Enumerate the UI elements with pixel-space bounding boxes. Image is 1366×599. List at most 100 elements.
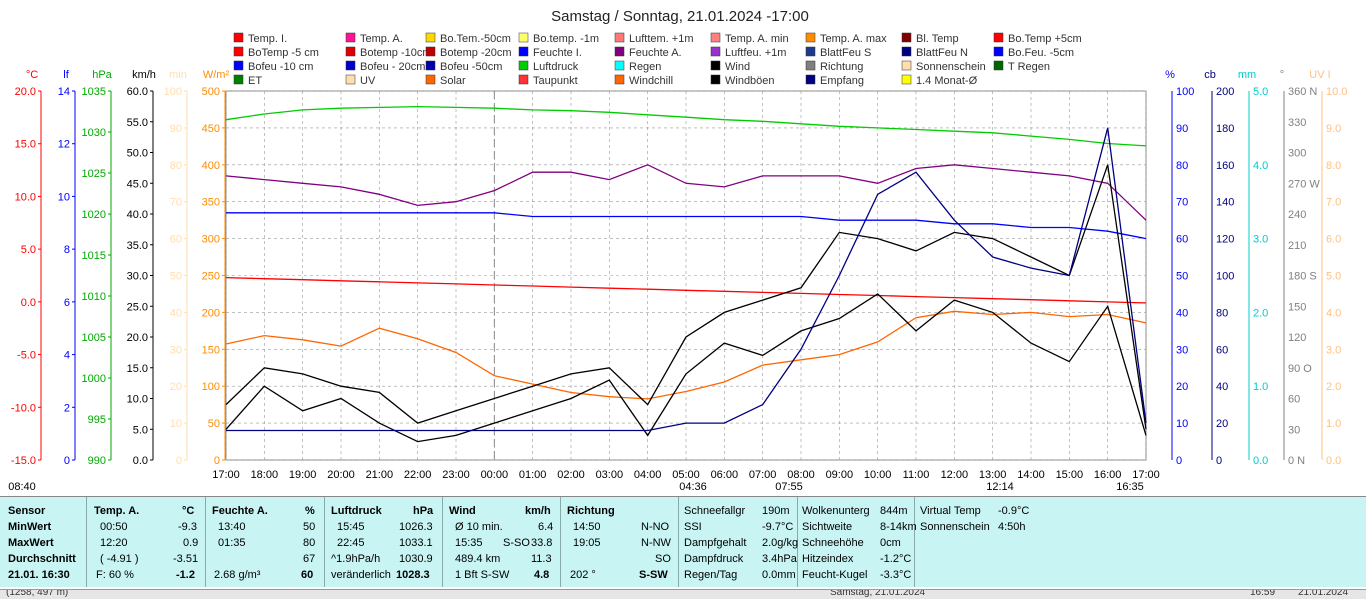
row-label-max: MaxWert xyxy=(8,537,54,549)
x-tick-label: 21:00 xyxy=(366,469,394,481)
x-marker-label: 12:14 xyxy=(986,481,1014,493)
axis-tick-label: 4.0 xyxy=(1326,307,1341,319)
axis-tick-label: 90 xyxy=(170,123,182,135)
legend-swatch xyxy=(518,74,529,85)
press-trend: ^1.9hPa/h xyxy=(331,553,381,565)
legend-swatch xyxy=(614,46,625,57)
axis-tick-label: 0 N xyxy=(1288,455,1305,467)
legend-label: Temp. A. max xyxy=(820,33,887,45)
x-tick-label: 03:00 xyxy=(596,469,624,481)
legend-label: Solar xyxy=(440,75,466,87)
axis-tick-label: 0.0 xyxy=(21,297,36,309)
x-marker-label: 16:35 xyxy=(1116,481,1144,493)
hum-min-time: 13:40 xyxy=(218,521,246,533)
column-divider xyxy=(205,497,206,587)
extra-label: Feucht-Kugel xyxy=(802,569,868,581)
axis-tick-label: 80 xyxy=(1176,160,1188,172)
axis-tick-label: 1005 xyxy=(82,332,106,344)
axis-tick-label: 80 xyxy=(170,160,182,172)
series-line-temp-a- xyxy=(225,310,1147,400)
axis-tick-label: 270 W xyxy=(1288,178,1320,190)
legend-swatch xyxy=(614,32,625,43)
x-tick-label: 13:00 xyxy=(979,469,1007,481)
axis-tick-label: 100 xyxy=(164,86,182,98)
legend-swatch xyxy=(425,74,436,85)
axis-tick-label: 5.0 xyxy=(1326,271,1341,283)
legend-swatch xyxy=(993,32,1004,43)
axis-tick-label: 0.0 xyxy=(133,455,148,467)
status-date: 21.01.2024 xyxy=(1298,589,1349,598)
chart-title: Samstag / Sonntag, 21.01.2024 -17:00 xyxy=(551,8,809,25)
axis-tick-label: 8 xyxy=(64,244,70,256)
wind-avg: 11.3 xyxy=(531,553,552,565)
series-line-windb-en xyxy=(225,164,1147,430)
axis-tick-label: 5.0 xyxy=(1253,86,1268,98)
legend-swatch xyxy=(805,60,816,71)
axis-unit: UV I xyxy=(1309,69,1330,81)
axis-tick-label: 200 xyxy=(202,307,220,319)
legend-swatch xyxy=(518,32,529,43)
chart-legend: Temp. I. Temp. A. Bo.Tem.-50cm Bo.temp. -1m… xyxy=(233,32,1082,87)
dir-r2: N-NW xyxy=(641,537,671,549)
extra-value: 8-14km xyxy=(880,521,917,533)
row-label-min: MinWert xyxy=(8,521,52,533)
axis-tick-label: 25.0 xyxy=(127,301,148,313)
axis-unit: mm xyxy=(1238,69,1256,81)
legend-label: Bofeu -50cm xyxy=(440,61,502,73)
extra-value: 844m xyxy=(880,505,908,517)
temp-now-feel: F: 60 % xyxy=(96,569,134,581)
axis-tick-label: 1.0 xyxy=(1326,418,1341,430)
extra-label: Sichtweite xyxy=(802,521,853,533)
temp-avg-paren: ( -4.91 ) xyxy=(100,553,139,565)
legend-label: Bo.Temp +5cm xyxy=(1008,33,1082,45)
column-divider xyxy=(86,497,87,587)
dir-r1-time: 14:50 xyxy=(573,521,601,533)
axis-unit: W/m² xyxy=(203,69,230,81)
x-tick-label: 02:00 xyxy=(557,469,585,481)
wind-avg10: 6.4 xyxy=(538,521,554,533)
axis-tick-label: 100 xyxy=(202,381,220,393)
row-label-now: 21.01. 16:30 xyxy=(8,569,70,581)
legend-swatch xyxy=(233,46,244,57)
extra-value: 4:50h xyxy=(998,521,1026,533)
extra-label: Hitzeindex xyxy=(802,553,854,565)
axis-tick-label: 250 xyxy=(202,271,220,283)
legend-swatch xyxy=(805,74,816,85)
axis-tick-label: 50 xyxy=(170,271,182,283)
press-max: 1033.1 xyxy=(399,537,433,549)
x-tick-label: 15:00 xyxy=(1056,469,1084,481)
axis-tick-label: 4 xyxy=(64,350,70,362)
legend-swatch xyxy=(345,32,356,43)
x-tick-label: 01:00 xyxy=(519,469,547,481)
legend-label: Temp. A. min xyxy=(725,33,789,45)
axis-tick-label: 80 xyxy=(1216,307,1228,319)
dir-r2-time: 19:05 xyxy=(573,537,601,549)
axis-unit: km/h xyxy=(132,69,156,81)
legend-swatch xyxy=(518,46,529,57)
legend-swatch xyxy=(425,32,436,43)
axis-tick-label: 50 xyxy=(208,418,220,430)
x-tick-label: 05:00 xyxy=(672,469,700,481)
axis-tick-label: 350 xyxy=(202,197,220,209)
legend-label: Richtung xyxy=(820,61,863,73)
axis-tick-label: 3.0 xyxy=(1326,344,1341,356)
axis-tick-label: 50.0 xyxy=(127,148,148,160)
dir-now: S-SW xyxy=(639,569,668,581)
series-line-wind xyxy=(225,293,1147,443)
press-min-time: 15:45 xyxy=(337,521,365,533)
x-tick-label: 17:00 xyxy=(212,469,240,481)
axis-unit: % xyxy=(1165,69,1175,81)
axis-tick-label: 360 N xyxy=(1288,86,1317,98)
axis-tick-label: 60 xyxy=(1216,344,1228,356)
axis-tick-label: 10 xyxy=(170,418,182,430)
legend-label: Luftfeu. +1m xyxy=(725,47,786,59)
press-avg: 1030.9 xyxy=(399,553,433,565)
axis-unit: cb xyxy=(1204,69,1216,81)
axis-tick-label: 40.0 xyxy=(127,209,148,221)
axis-unit: hPa xyxy=(92,69,112,81)
legend-swatch xyxy=(901,74,912,85)
x-tick-label: 18:00 xyxy=(251,469,279,481)
x-marker-label: 07:55 xyxy=(775,481,803,493)
wind-max-time: 15:35 xyxy=(455,537,483,549)
legend-swatch xyxy=(993,46,1004,57)
